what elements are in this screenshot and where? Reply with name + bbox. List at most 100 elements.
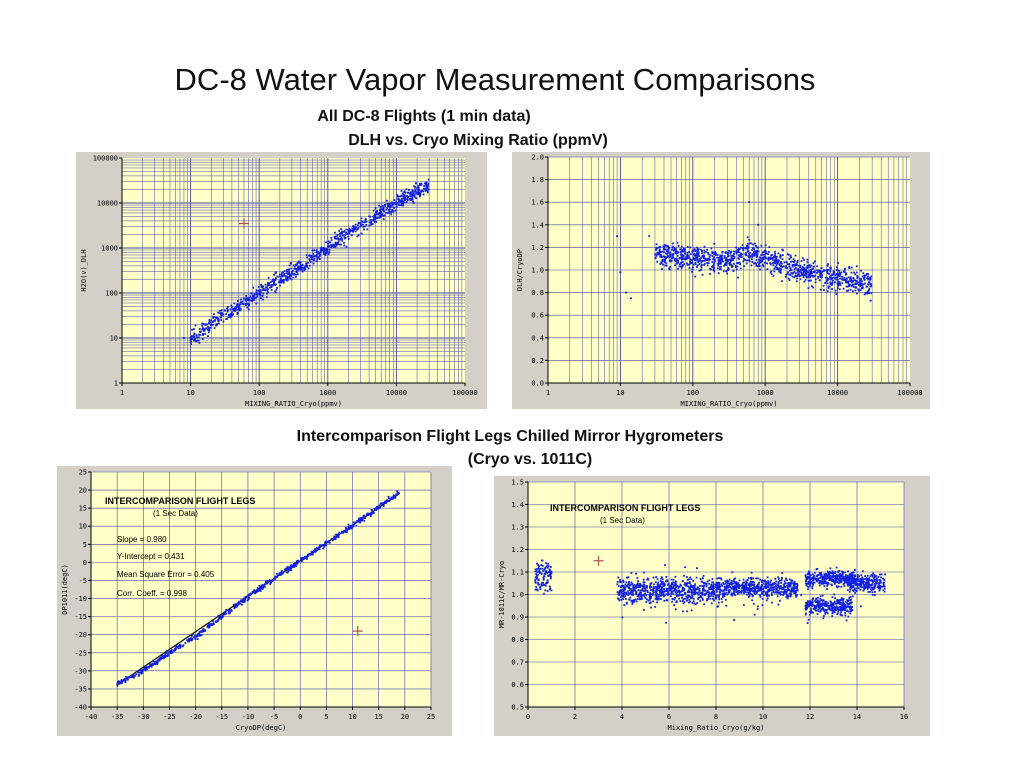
data-point (859, 289, 862, 292)
data-point (788, 273, 791, 276)
data-point (380, 215, 382, 218)
data-point (860, 278, 863, 281)
data-point (827, 287, 830, 290)
data-point (869, 299, 872, 302)
data-point (307, 553, 310, 556)
data-point (393, 199, 396, 202)
data-point (287, 273, 289, 275)
data-point (835, 573, 838, 576)
data-point (275, 277, 277, 280)
data-point (729, 262, 732, 265)
data-point (706, 580, 709, 583)
data-point (776, 595, 779, 598)
data-point (683, 574, 686, 577)
data-point (762, 265, 765, 268)
data-point (543, 592, 545, 595)
data-point (543, 583, 546, 586)
data-point (688, 267, 691, 269)
data-point (726, 582, 729, 584)
data-point (734, 250, 737, 253)
data-point (732, 270, 735, 272)
data-point (402, 197, 405, 200)
data-point (826, 277, 829, 280)
data-point (766, 268, 769, 271)
data-point (198, 336, 201, 339)
data-point (757, 586, 760, 589)
data-point (708, 259, 710, 262)
data-point (364, 221, 367, 223)
data-point (746, 236, 749, 239)
data-point (789, 589, 792, 592)
data-point (811, 611, 814, 614)
data-point (309, 261, 312, 263)
data-point (712, 581, 715, 584)
data-point (619, 596, 622, 599)
data-point (264, 288, 266, 291)
data-point (738, 587, 741, 590)
data-point (395, 206, 398, 208)
data-point (766, 262, 768, 265)
data-point (835, 579, 838, 582)
data-point (838, 606, 841, 609)
data-point (169, 652, 172, 655)
data-point (622, 584, 625, 587)
data-point (730, 593, 733, 596)
data-point (777, 581, 780, 584)
data-point (193, 636, 195, 639)
data-point (760, 587, 763, 590)
data-point (830, 584, 833, 587)
data-point (752, 251, 755, 254)
data-point (353, 228, 356, 230)
data-point (254, 591, 257, 594)
data-point (659, 591, 661, 594)
data-point (667, 587, 669, 590)
data-point (789, 254, 792, 257)
data-point (737, 276, 739, 279)
data-point (829, 575, 831, 577)
data-point (337, 240, 340, 243)
y-tick-label: -35 (74, 685, 87, 693)
data-point (546, 566, 549, 569)
data-point (767, 594, 770, 597)
data-point (295, 276, 297, 278)
data-point (775, 255, 778, 258)
data-point (643, 571, 645, 574)
data-point (762, 257, 764, 260)
data-point (374, 207, 377, 210)
data-point (686, 581, 689, 584)
data-point (221, 312, 224, 315)
data-point (820, 604, 823, 607)
data-point (824, 605, 826, 607)
data-point (664, 259, 667, 262)
data-point (702, 585, 705, 588)
data-point (714, 583, 717, 586)
data-point (650, 586, 653, 588)
data-point (709, 258, 711, 261)
data-point (850, 598, 852, 601)
data-point (728, 258, 731, 261)
data-point (382, 502, 385, 504)
data-point (417, 184, 420, 187)
data-point (784, 582, 787, 585)
data-point (629, 589, 631, 592)
data-point (174, 647, 177, 650)
data-point (844, 279, 847, 282)
data-point (664, 261, 666, 263)
data-point (773, 582, 776, 585)
data-point (655, 588, 658, 591)
data-point (863, 282, 866, 285)
data-point (767, 589, 770, 591)
data-point (665, 244, 668, 247)
data-point (784, 577, 787, 580)
data-point (368, 224, 371, 227)
data-point (815, 568, 818, 571)
data-point (781, 258, 784, 261)
data-point (737, 261, 740, 264)
data-point (660, 255, 663, 258)
data-point (674, 251, 677, 254)
data-point (785, 588, 788, 591)
data-point (841, 607, 844, 610)
data-point (777, 584, 780, 587)
data-point (295, 560, 298, 563)
data-point (760, 579, 763, 582)
